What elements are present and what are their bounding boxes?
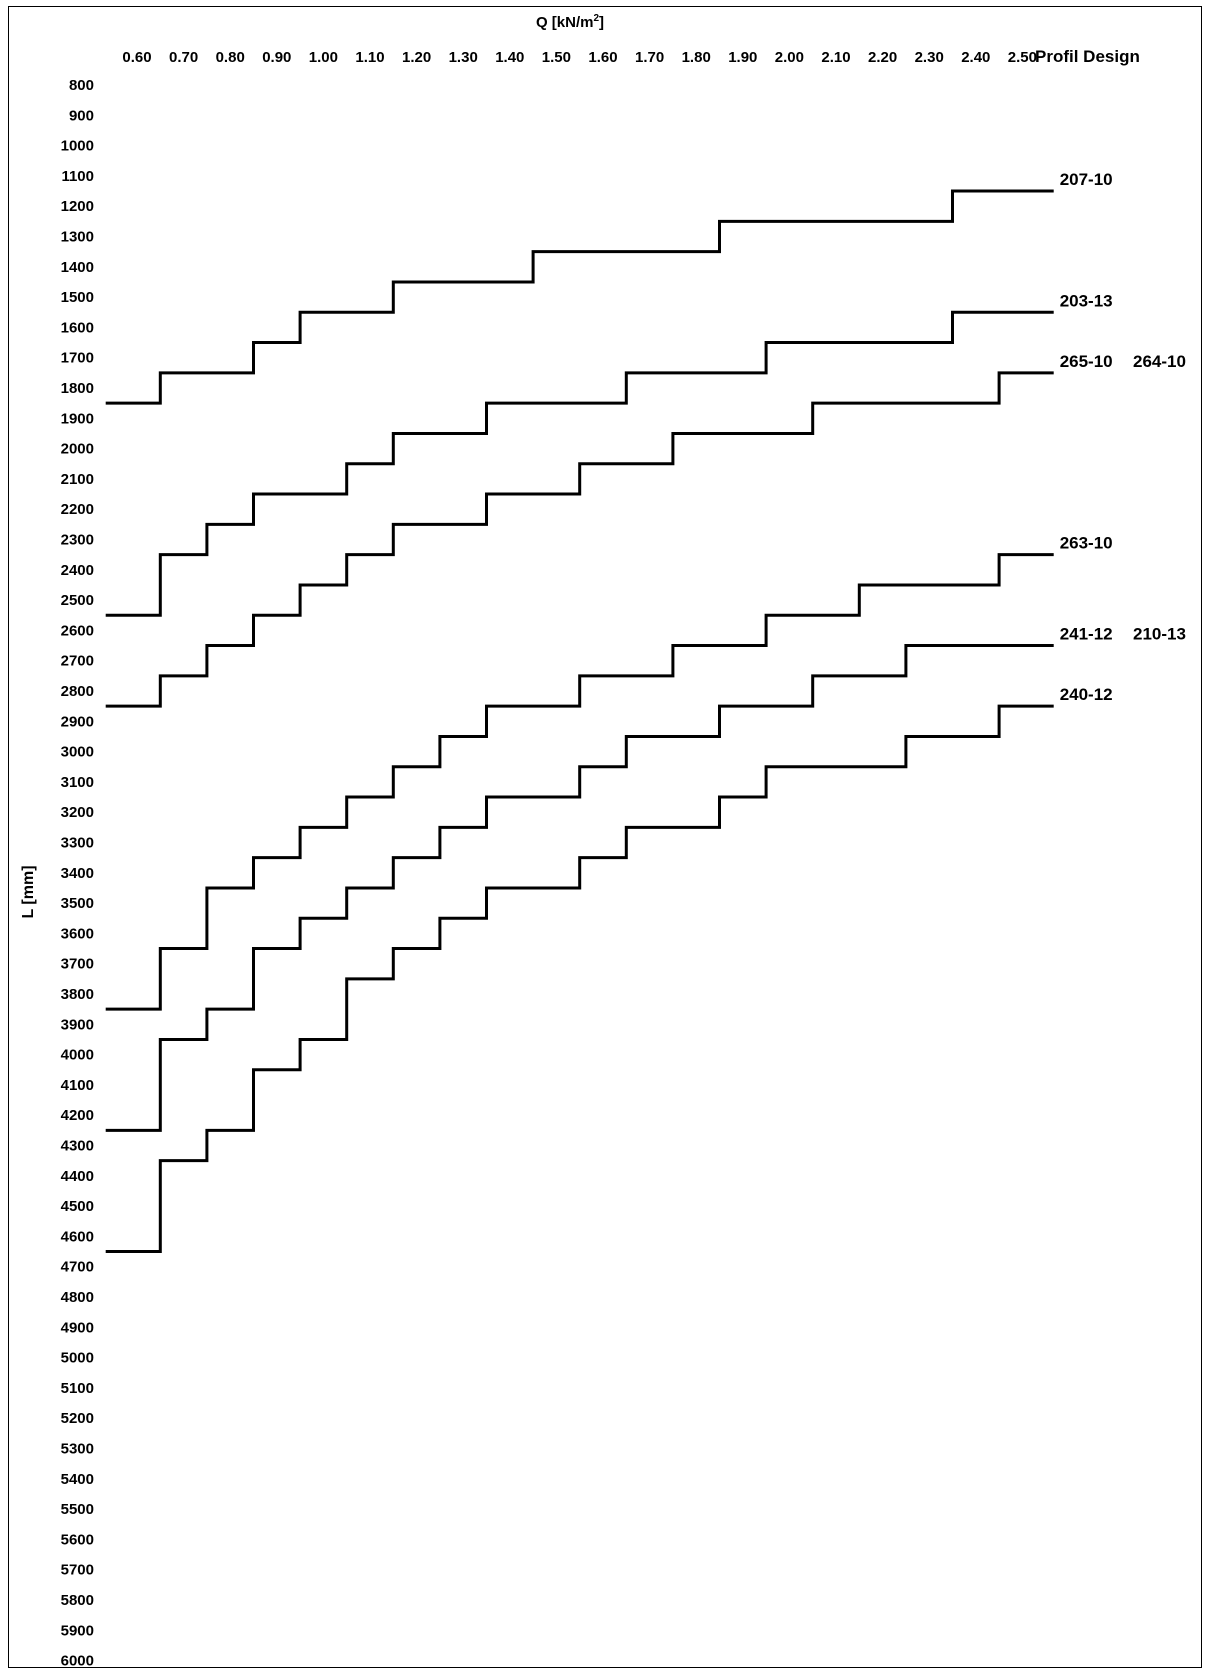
y-tick-label: 3600	[61, 925, 94, 942]
y-tick-label: 4600	[61, 1228, 94, 1245]
chart-frame	[8, 6, 1202, 1668]
y-tick-label: 4100	[61, 1077, 94, 1094]
y-axis-label: L [mm]	[20, 865, 37, 918]
x-tick-label: 0.80	[216, 49, 245, 66]
y-tick-label: 1800	[61, 380, 94, 397]
x-tick-label: 2.00	[775, 49, 804, 66]
series-label: 207-10	[1060, 170, 1113, 189]
y-tick-label: 6000	[61, 1653, 94, 1670]
series-label: 203-13	[1060, 291, 1113, 310]
y-tick-label: 2300	[61, 532, 94, 549]
y-tick-label: 3500	[61, 895, 94, 912]
y-tick-label: 3300	[61, 835, 94, 852]
y-tick-label: 5100	[61, 1380, 94, 1397]
y-tick-label: 5900	[61, 1622, 94, 1639]
x-tick-label: 2.40	[961, 49, 990, 66]
series-line-263-10	[105, 553, 1054, 1011]
y-tick-label: 2700	[61, 653, 94, 670]
y-tick-label: 2200	[61, 501, 94, 518]
x-tick-label: 1.00	[309, 49, 338, 66]
x-tick-label: 2.10	[821, 49, 850, 66]
y-tick-label: 4300	[61, 1138, 94, 1155]
series-label: 263-10	[1060, 534, 1113, 553]
series-extra-label: 264-10	[1133, 352, 1186, 371]
y-tick-label: 800	[69, 77, 94, 94]
y-tick-label: 5600	[61, 1531, 94, 1548]
y-tick-label: 4700	[61, 1259, 94, 1276]
x-tick-label: 1.10	[355, 49, 384, 66]
y-tick-label: 4500	[61, 1198, 94, 1215]
y-tick-label: 2600	[61, 622, 94, 639]
y-tick-label: 2000	[61, 441, 94, 458]
y-tick-label: 3100	[61, 774, 94, 791]
y-tick-label: 3800	[61, 986, 94, 1003]
y-tick-labels: 800 900 1000 1100 1200 1300 1400 1500 1600 1700 18…	[61, 77, 94, 1670]
y-tick-label: 5800	[61, 1592, 94, 1609]
y-tick-label: 5200	[61, 1410, 94, 1427]
y-tick-label: 1700	[61, 350, 94, 367]
series-lines	[105, 189, 1054, 1254]
series-label: 265-10	[1060, 352, 1113, 371]
y-tick-label: 4000	[61, 1047, 94, 1064]
series-label: 240-12	[1060, 685, 1113, 704]
y-tick-label: 5400	[61, 1471, 94, 1488]
x-tick-label: 1.50	[542, 49, 571, 66]
y-tick-label: 1500	[61, 289, 94, 306]
series-line-241-12	[105, 644, 1054, 1132]
y-tick-label: 4200	[61, 1107, 94, 1124]
x-tick-label: 1.20	[402, 49, 431, 66]
y-tick-label: 1000	[61, 138, 94, 155]
series-label: 241-12	[1060, 625, 1113, 644]
y-tick-label: 1300	[61, 229, 94, 246]
x-tick-label: 0.60	[122, 49, 151, 66]
x-tick-label: 2.20	[868, 49, 897, 66]
y-tick-label: 1100	[61, 168, 94, 185]
x-tick-label: 1.80	[682, 49, 711, 66]
x-tick-label: 0.70	[169, 49, 198, 66]
x-tick-label: 1.40	[495, 49, 524, 66]
chart-title: Q [kN/m2]	[536, 13, 604, 31]
y-tick-label: 2400	[61, 562, 94, 579]
series-labels: 207-10 203-13 265-10 264-10 263-10 241-12 210-…	[1060, 170, 1186, 704]
y-tick-label: 3400	[61, 865, 94, 882]
y-tick-label: 1600	[61, 319, 94, 336]
y-tick-label: 4800	[61, 1289, 94, 1306]
y-tick-label: 5700	[61, 1562, 94, 1579]
x-tick-label: 1.30	[449, 49, 478, 66]
y-tick-label: 4900	[61, 1319, 94, 1336]
y-tick-label: 2900	[61, 713, 94, 730]
y-tick-label: 4400	[61, 1168, 94, 1185]
x-tick-label: 1.70	[635, 49, 664, 66]
y-tick-label: 5000	[61, 1350, 94, 1367]
x-tick-label: 0.90	[262, 49, 291, 66]
x-tick-label: 2.30	[915, 49, 944, 66]
y-tick-label: 5500	[61, 1501, 94, 1518]
series-line-207-10	[105, 189, 1054, 405]
series-line-240-12	[105, 704, 1054, 1254]
series-line-203-13	[105, 310, 1054, 617]
y-tick-label: 2500	[61, 592, 94, 609]
y-tick-label: 3000	[61, 744, 94, 761]
y-tick-label: 1200	[61, 198, 94, 215]
y-tick-label: 3700	[61, 956, 94, 973]
x-tick-labels: 0.60 0.70 0.80 0.90 1.00 1.10 1.20 1.30 1.40 1.50…	[122, 49, 1037, 66]
y-tick-label: 1400	[61, 259, 94, 276]
x-tick-label: 2.50	[1008, 49, 1037, 66]
y-tick-label: 3900	[61, 1016, 94, 1033]
y-tick-label: 900	[69, 107, 94, 124]
series-extra-label: 210-13	[1133, 625, 1186, 644]
y-tick-label: 3200	[61, 804, 94, 821]
series-line-265-10	[105, 371, 1054, 708]
y-tick-label: 2100	[61, 471, 94, 488]
y-tick-label: 5300	[61, 1441, 94, 1458]
legend-header: Profil Design	[1035, 47, 1140, 66]
x-tick-label: 1.60	[588, 49, 617, 66]
y-tick-label: 1900	[61, 410, 94, 427]
y-tick-label: 2800	[61, 683, 94, 700]
x-tick-label: 1.90	[728, 49, 757, 66]
